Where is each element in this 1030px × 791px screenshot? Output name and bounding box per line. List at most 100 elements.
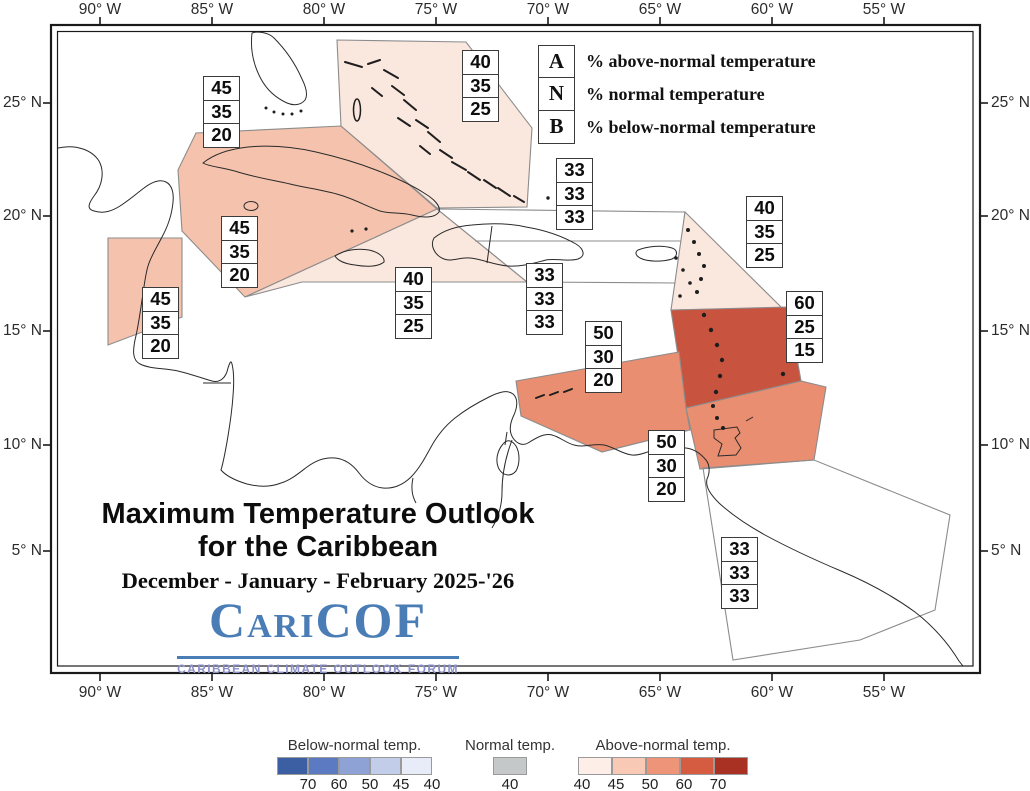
coastline-florida [251, 32, 307, 106]
coastline-trinidad [713, 426, 742, 457]
legend-label-B: % below-normal temperature [586, 116, 816, 137]
x-axis-label-top: 75° W [414, 1, 458, 18]
y-axis-label-right: 20° N [991, 207, 1030, 224]
x-axis-label-top: 85° W [190, 1, 234, 18]
prob-value-above: 45 [203, 76, 240, 101]
bahamas-islets [344, 59, 525, 203]
colorbar-title-normal: Normal temp. [464, 737, 556, 754]
colorbar-title-below-normal: Below-normal temp. [287, 737, 422, 754]
prob-value-below: 20 [221, 263, 258, 289]
coastline-jamaica [334, 248, 385, 267]
legend-label-N: % normal temperature [586, 83, 765, 104]
map-title-line1: Maximum Temperature Outlook [101, 498, 535, 530]
prob-value-below: 20 [142, 334, 179, 360]
colorbar-tick-below-normal-60: 60 [330, 776, 348, 791]
prob-value-normal: 35 [746, 219, 783, 245]
prob-value-normal: 33 [556, 181, 593, 207]
prob-value-above: 40 [746, 196, 783, 221]
prob-value-below: 25 [746, 243, 783, 269]
x-axis-label-top: 60° W [750, 1, 794, 18]
coastline-cuba-island [202, 145, 440, 218]
prob-box-bahamas: 40 35 25 [462, 50, 499, 123]
season-subtitle: December - January - February 2025-'26 [121, 568, 515, 593]
lake-maracaibo [496, 431, 520, 476]
anb-legend: A % above-normal temperature N % normal tem… [538, 44, 816, 145]
legend-key-N: N [538, 77, 575, 112]
x-axis-label-bottom: 85° W [190, 684, 234, 701]
prob-box-gulf: 45 35 20 [203, 76, 240, 149]
map-title-line2: for the Caribbean [197, 531, 439, 563]
prob-box-hispaniola: 33 33 33 [526, 263, 563, 336]
caricof-logo-text: CARICOF [208, 592, 427, 648]
x-axis-label-bottom: 80° W [302, 684, 346, 701]
caricof-logo-caption: CARIBBEAN CLIMATE OUTLOOK FORUM [177, 662, 459, 676]
y-axis-label-left: 20° N [3, 207, 42, 224]
coastline-hispaniola [431, 223, 584, 267]
colorbar-swatch-below-normal-70 [277, 757, 308, 775]
legend-row-N: N % normal temperature [538, 77, 816, 112]
prob-box-abc-islands: 50 30 20 [585, 321, 622, 394]
legend-key-B: B [538, 110, 575, 145]
prob-value-normal: 30 [585, 344, 622, 370]
prob-value-below: 25 [462, 97, 499, 123]
prob-value-below: 20 [648, 477, 685, 503]
prob-value-normal: 35 [221, 239, 258, 265]
prob-value-normal: 35 [462, 73, 499, 99]
colorbar-tick-above-normal-45: 45 [607, 776, 625, 791]
prob-box-guianas: 33 33 33 [721, 537, 758, 610]
x-axis-label-bottom: 70° W [526, 684, 570, 701]
prob-box-jamaica: 40 35 25 [395, 267, 432, 340]
colorbar-swatch-above-normal-60 [680, 757, 714, 775]
forecast-zones-layer [107, 39, 951, 661]
prob-value-normal: 35 [142, 310, 179, 336]
prob-value-above: 50 [648, 430, 685, 455]
colorbar-tick-above-normal-70: 70 [709, 776, 727, 791]
colorbar-swatch-below-normal-50 [339, 757, 370, 775]
prob-value-above: 40 [395, 267, 432, 292]
coastline-tobago [745, 416, 754, 422]
prob-value-below: 33 [556, 205, 593, 231]
prob-value-above: 50 [585, 321, 622, 346]
prob-value-above: 45 [142, 287, 179, 312]
colorbar-swatch-above-normal-45 [612, 757, 646, 775]
prob-value-above: 33 [526, 263, 563, 288]
y-axis-label-left: 5° N [11, 542, 42, 559]
small-islands-layer [264, 59, 786, 445]
y-axis-label-right: 10° N [991, 436, 1030, 453]
colorbar-tick-normal-40: 40 [501, 776, 519, 791]
x-axis-label-bottom: 90° W [78, 684, 122, 701]
title-block: Maximum Temperature Outlook for the Cari… [88, 498, 548, 678]
prob-value-above: 45 [221, 216, 258, 241]
x-axis-label-bottom: 75° W [414, 684, 458, 701]
caricof-logo: CARICOF CARIBBEAN CLIMATE OUTLOOK FORUM [177, 592, 459, 676]
axis-ticks [43, 17, 988, 681]
prob-value-normal: 35 [395, 290, 432, 316]
zone-abc-islands [515, 351, 691, 453]
prob-value-normal: 35 [203, 99, 240, 125]
lesser-antilles-islets [656, 228, 786, 445]
prob-value-above: 60 [786, 291, 823, 316]
colombia-venezuela-border [491, 439, 513, 529]
abc-islets [535, 388, 573, 399]
colorbar-tick-below-normal-70: 70 [299, 776, 317, 791]
prob-value-below: 25 [395, 314, 432, 340]
colorbar-swatch-above-normal-40 [578, 757, 612, 775]
prob-value-normal: 25 [786, 314, 823, 340]
florida-keys [264, 106, 303, 116]
zone-guianas [702, 459, 951, 661]
prob-box-belize: 45 35 20 [142, 287, 179, 360]
colorbar-title-above-normal: Above-normal temp. [595, 737, 731, 754]
x-axis-label-top: 80° W [302, 1, 346, 18]
colorbar-swatch-above-normal-50 [646, 757, 680, 775]
x-axis-label-bottom: 55° W [862, 684, 906, 701]
colorbar-swatch-below-normal-60 [308, 757, 339, 775]
coastline-puerto-rico [635, 245, 677, 262]
prob-value-above: 40 [462, 50, 499, 75]
colorbar-swatch-normal-40 [493, 757, 527, 775]
prob-value-below: 15 [786, 338, 823, 364]
y-axis-label-right: 25° N [991, 94, 1030, 111]
prob-value-below: 33 [526, 310, 563, 336]
legend-label-A: % above-normal temperature [586, 51, 816, 72]
